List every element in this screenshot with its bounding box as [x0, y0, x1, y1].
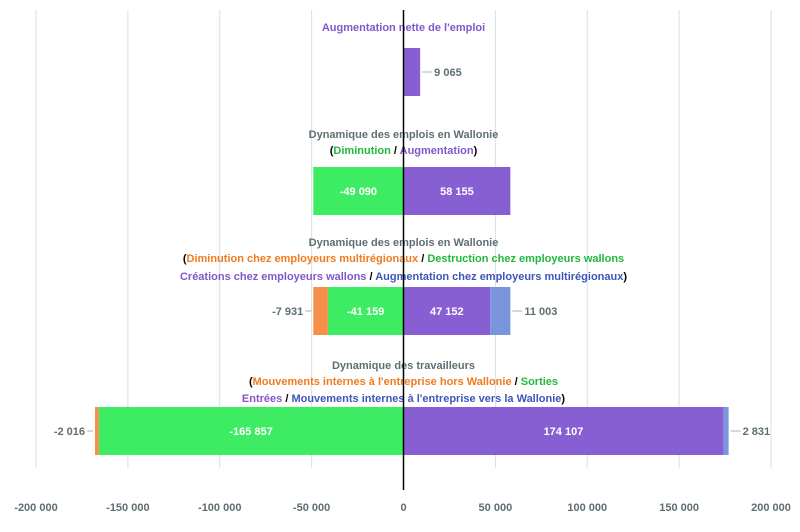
bar-value-label: -7 931	[272, 306, 303, 318]
x-tick-label: 0	[400, 502, 406, 514]
bar-value-label: -165 857	[229, 426, 272, 438]
bar-segment	[313, 167, 404, 215]
title-fragment: Diminution	[333, 145, 391, 157]
bar-value-label: -2 016	[54, 426, 85, 438]
bar-segment	[403, 48, 421, 96]
title-fragment: /	[391, 145, 400, 157]
x-tick-label: -50 000	[293, 502, 330, 514]
group-title-line: Créations chez employeurs wallons / Augm…	[180, 271, 627, 283]
title-fragment: Destruction chez employeurs wallons	[427, 253, 624, 265]
x-tick-label: 150 000	[659, 502, 699, 514]
x-axis-tick-labels: -200 000 -150 000 -100 000 -50 000 0 50 000 10…	[14, 502, 791, 514]
bar-value-label: 9 065	[434, 67, 462, 79]
title-fragment: Augmentation chez employeurs multirégion…	[375, 271, 624, 283]
bar-segment	[403, 167, 511, 215]
bar-segment	[403, 407, 724, 455]
title-fragment: (	[249, 376, 253, 388]
bar-segment	[723, 407, 729, 455]
x-tick-label: 100 000	[567, 502, 607, 514]
bar-segment	[403, 287, 491, 335]
bar-group: Dynamique des travailleurs(Mouvements in…	[54, 360, 770, 455]
bar-segment	[98, 407, 404, 455]
x-tick-label: -150 000	[106, 502, 149, 514]
title-fragment: )	[623, 271, 627, 283]
bar-segment	[95, 407, 99, 455]
x-tick-label: 50 000	[479, 502, 513, 514]
title-fragment: Augmentation	[400, 145, 474, 157]
title-fragment: )	[474, 145, 478, 157]
group-title-line: (Diminution / Augmentation)	[330, 145, 478, 157]
x-tick-label: -200 000	[14, 502, 57, 514]
bar-value-label: 2 831	[743, 426, 771, 438]
bar-value-label: 174 107	[544, 426, 584, 438]
title-fragment: Créations chez employeurs wallons	[180, 271, 366, 283]
bar-segment	[327, 287, 404, 335]
bar-group: Dynamique des emplois en Wallonie(Diminu…	[309, 129, 511, 215]
title-fragment: /	[282, 393, 291, 405]
x-tick-label: -100 000	[198, 502, 241, 514]
x-tick-label: 200 000	[751, 502, 791, 514]
title-fragment: (	[330, 145, 334, 157]
gridlines	[35, 10, 772, 468]
title-fragment: )	[561, 393, 565, 405]
bar-value-label: 11 003	[524, 306, 557, 318]
bar-segment	[490, 287, 511, 335]
title-fragment: Entrées	[242, 393, 282, 405]
title-fragment: /	[418, 253, 427, 265]
title-fragment: /	[512, 376, 521, 388]
title-fragment: Sorties	[521, 376, 558, 388]
bar-segment	[313, 287, 328, 335]
bar-value-label: 58 155	[440, 186, 474, 198]
title-fragment: Mouvements internes à l'entreprise hors …	[253, 376, 512, 388]
title-fragment: (	[183, 253, 187, 265]
title-fragment: Diminution chez employeurs multirégionau…	[187, 253, 420, 265]
group-title-line: (Diminution chez employeurs multirégiona…	[183, 253, 624, 265]
title-fragment: Mouvements internes à l'entreprise vers …	[291, 393, 561, 405]
bar-value-label: -49 090	[340, 186, 377, 198]
title-fragment: /	[366, 271, 375, 283]
group-title-line: (Mouvements internes à l'entreprise hors…	[249, 376, 558, 388]
bar-value-label: -41 159	[347, 306, 384, 318]
group-title-line: Entrées / Mouvements internes à l'entrep…	[242, 393, 566, 405]
bar-value-label: 47 152	[430, 306, 464, 318]
